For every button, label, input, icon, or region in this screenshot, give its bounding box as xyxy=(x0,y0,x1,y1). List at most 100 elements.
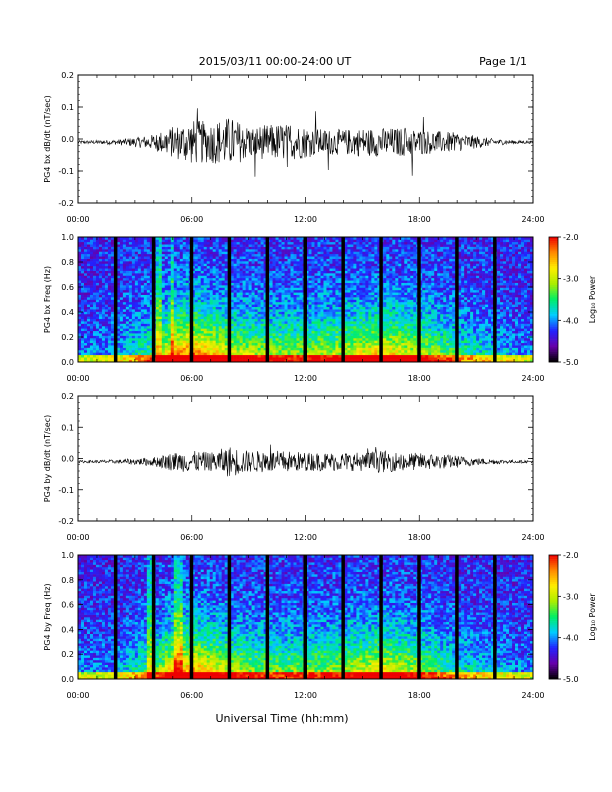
heatmap-cell xyxy=(155,321,160,324)
heatmap-cell xyxy=(173,277,178,281)
heatmap-cell xyxy=(239,345,243,348)
heatmap-cell xyxy=(236,359,240,363)
heatmap-cell xyxy=(173,337,178,341)
heatmap-cell xyxy=(128,357,133,360)
heatmap-cell xyxy=(92,289,97,293)
heatmap-cell xyxy=(197,357,202,360)
heatmap-cell xyxy=(323,239,327,243)
heatmap-cell xyxy=(98,268,103,271)
heatmap-cell xyxy=(221,239,225,243)
heatmap-cell xyxy=(161,256,166,259)
heatmap-cell xyxy=(221,323,225,327)
heatmap-cell xyxy=(98,265,103,269)
heatmap-cell xyxy=(167,318,172,322)
heatmap-cell xyxy=(80,301,85,305)
heatmap-cell xyxy=(257,294,261,298)
y-axis-label: PG4 bx dB/dt (nT/sec) xyxy=(43,95,52,182)
heatmap-cell xyxy=(155,261,160,264)
heatmap-cell xyxy=(284,289,288,293)
heatmap-cell xyxy=(209,237,213,240)
heatmap-cell xyxy=(185,321,190,324)
heatmap-cell xyxy=(167,345,172,348)
heatmap-cell xyxy=(104,261,109,264)
heatmap-cell xyxy=(86,246,91,250)
heatmap-cell xyxy=(335,280,339,283)
heatmap-cell xyxy=(78,270,82,274)
heatmap-cell xyxy=(296,282,300,286)
heatmap-cell xyxy=(143,335,148,339)
heatmap-cell xyxy=(287,313,291,317)
x-tick-label: 12:00 xyxy=(294,215,317,224)
heatmap-cell xyxy=(254,328,258,332)
heatmap-cell xyxy=(281,244,285,247)
heatmap-cell xyxy=(173,357,178,360)
heatmap-cell xyxy=(140,239,145,243)
heatmap-cell xyxy=(311,306,315,310)
heatmap-cell xyxy=(203,309,208,312)
heatmap-cell xyxy=(119,335,124,339)
heatmap-cell xyxy=(170,239,175,243)
heatmap-cell xyxy=(224,246,228,250)
heatmap-cell xyxy=(245,251,249,255)
heatmap-cell xyxy=(146,299,151,303)
heatmap-cell xyxy=(284,268,288,271)
heatmap-cell xyxy=(299,246,303,250)
heatmap-cell xyxy=(185,359,190,363)
heatmap-cell xyxy=(197,311,202,315)
heatmap-cell xyxy=(176,306,181,310)
heatmap-cell xyxy=(161,289,166,293)
heatmap-cell xyxy=(128,309,133,312)
heatmap-cell xyxy=(248,265,252,269)
heatmap-cell xyxy=(155,289,160,293)
heatmap-cell xyxy=(78,258,82,262)
heatmap-cell xyxy=(332,258,336,262)
heatmap-cell xyxy=(329,294,333,298)
heatmap-cell xyxy=(293,345,297,348)
heatmap-cell xyxy=(296,304,300,308)
heatmap-cell xyxy=(332,340,336,344)
heatmap-cell xyxy=(155,239,160,243)
heatmap-cell xyxy=(344,340,348,344)
heatmap-cell xyxy=(335,244,339,247)
heatmap-cell xyxy=(248,249,252,252)
heatmap-cell xyxy=(158,241,163,245)
heatmap-cell xyxy=(326,328,330,332)
heatmap-cell xyxy=(110,249,115,252)
heatmap-cell xyxy=(221,333,225,336)
heatmap-cell xyxy=(137,292,142,295)
heatmap-cell xyxy=(104,325,109,329)
heatmap-cell xyxy=(203,239,208,243)
heatmap-cell xyxy=(86,273,91,276)
heatmap-cell xyxy=(326,246,330,250)
heatmap-cell xyxy=(209,258,213,262)
heatmap-cell xyxy=(95,275,100,279)
heatmap-cell xyxy=(173,249,178,252)
heatmap-cell xyxy=(164,294,169,298)
heatmap-cell xyxy=(107,342,112,346)
heatmap-cell xyxy=(233,316,237,320)
heatmap-cell xyxy=(248,285,252,288)
heatmap-cell xyxy=(95,354,100,358)
heatmap-cell xyxy=(317,256,321,259)
heatmap-cell xyxy=(224,333,228,336)
heatmap-cell xyxy=(101,304,106,308)
heatmap-cell xyxy=(260,330,264,334)
heatmap-cell xyxy=(137,357,142,360)
heatmap-cell xyxy=(137,352,142,356)
heatmap-cell xyxy=(287,249,291,252)
heatmap-cell xyxy=(233,357,237,360)
heatmap-cell xyxy=(284,258,288,262)
heatmap-cell xyxy=(350,237,354,240)
heatmap-cell xyxy=(131,273,136,276)
heatmap-cell xyxy=(239,292,243,295)
heatmap-cell xyxy=(236,299,240,303)
heatmap-cell xyxy=(317,297,321,300)
heatmap-cell xyxy=(311,342,315,346)
heatmap-cell xyxy=(95,256,100,259)
heatmap-cell xyxy=(167,261,172,264)
heatmap-cell xyxy=(356,265,360,269)
heatmap-cell xyxy=(78,352,82,356)
heatmap-cell xyxy=(209,261,213,264)
heatmap-cell xyxy=(173,321,178,324)
heatmap-cell xyxy=(254,265,258,269)
